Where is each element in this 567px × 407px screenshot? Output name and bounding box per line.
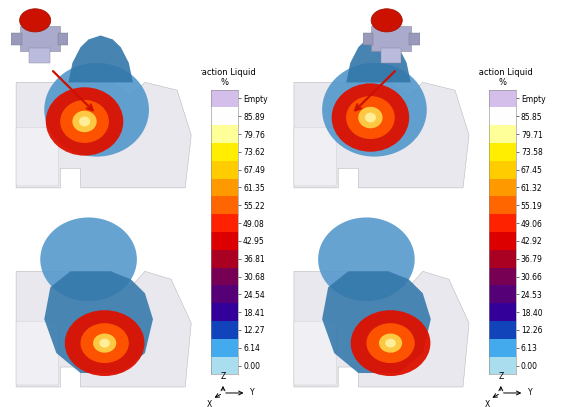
Bar	[11, 33, 22, 45]
Bar	[381, 48, 401, 63]
Ellipse shape	[60, 100, 109, 143]
Text: Y: Y	[528, 388, 532, 398]
Ellipse shape	[358, 107, 383, 128]
FancyBboxPatch shape	[294, 321, 336, 385]
Ellipse shape	[44, 63, 149, 157]
Bar	[489, 143, 516, 161]
Bar	[489, 161, 516, 179]
Bar	[409, 33, 420, 45]
Bar	[489, 285, 516, 303]
Bar	[489, 107, 516, 125]
Ellipse shape	[46, 87, 123, 155]
Bar	[211, 268, 238, 285]
Bar	[489, 268, 516, 285]
Text: Z: Z	[498, 372, 503, 381]
Bar	[20, 26, 60, 51]
Bar	[58, 33, 68, 45]
Bar	[211, 179, 238, 197]
Ellipse shape	[385, 339, 396, 348]
Polygon shape	[69, 35, 133, 82]
Ellipse shape	[322, 63, 427, 157]
Polygon shape	[44, 271, 153, 373]
Bar	[489, 179, 516, 197]
Bar	[371, 26, 411, 51]
Ellipse shape	[332, 83, 409, 152]
FancyBboxPatch shape	[16, 321, 58, 385]
Ellipse shape	[379, 333, 402, 353]
Bar	[363, 33, 373, 45]
FancyBboxPatch shape	[294, 127, 336, 186]
Ellipse shape	[81, 323, 129, 363]
Ellipse shape	[351, 310, 430, 376]
Bar	[489, 321, 516, 339]
Bar	[211, 285, 238, 303]
Text: X: X	[207, 400, 212, 407]
Polygon shape	[16, 82, 191, 188]
Bar	[489, 90, 516, 107]
Ellipse shape	[40, 217, 137, 301]
Bar	[211, 339, 238, 357]
Bar	[211, 197, 238, 214]
Polygon shape	[294, 271, 469, 387]
Bar	[489, 125, 516, 143]
Ellipse shape	[365, 113, 376, 123]
Bar	[489, 232, 516, 250]
Ellipse shape	[366, 323, 414, 363]
Text: Z: Z	[221, 372, 226, 381]
Bar	[211, 143, 238, 161]
Polygon shape	[346, 35, 411, 82]
Ellipse shape	[346, 96, 395, 139]
Bar	[211, 303, 238, 321]
Ellipse shape	[99, 339, 110, 348]
Bar	[211, 357, 238, 374]
Polygon shape	[294, 82, 469, 188]
Bar	[489, 339, 516, 357]
Bar	[211, 232, 238, 250]
Bar	[489, 250, 516, 268]
Bar	[211, 214, 238, 232]
Bar	[489, 357, 516, 374]
Ellipse shape	[79, 116, 90, 126]
Ellipse shape	[73, 111, 97, 132]
Bar	[211, 161, 238, 179]
Ellipse shape	[371, 9, 402, 32]
Bar	[489, 197, 516, 214]
Polygon shape	[322, 271, 431, 373]
Bar	[489, 214, 516, 232]
Bar	[489, 303, 516, 321]
Text: X: X	[485, 400, 490, 407]
Ellipse shape	[19, 9, 51, 32]
Bar	[211, 321, 238, 339]
Ellipse shape	[318, 217, 414, 301]
Bar	[211, 250, 238, 268]
Bar	[211, 125, 238, 143]
Bar	[211, 107, 238, 125]
Ellipse shape	[93, 333, 116, 353]
Bar	[211, 90, 238, 107]
Title: Fraction Liquid
%: Fraction Liquid %	[194, 68, 255, 88]
Title: Fraction Liquid
%: Fraction Liquid %	[472, 68, 533, 88]
Ellipse shape	[65, 310, 145, 376]
Polygon shape	[16, 271, 191, 387]
Text: Y: Y	[250, 388, 255, 398]
Bar	[29, 48, 50, 63]
FancyBboxPatch shape	[16, 127, 58, 186]
